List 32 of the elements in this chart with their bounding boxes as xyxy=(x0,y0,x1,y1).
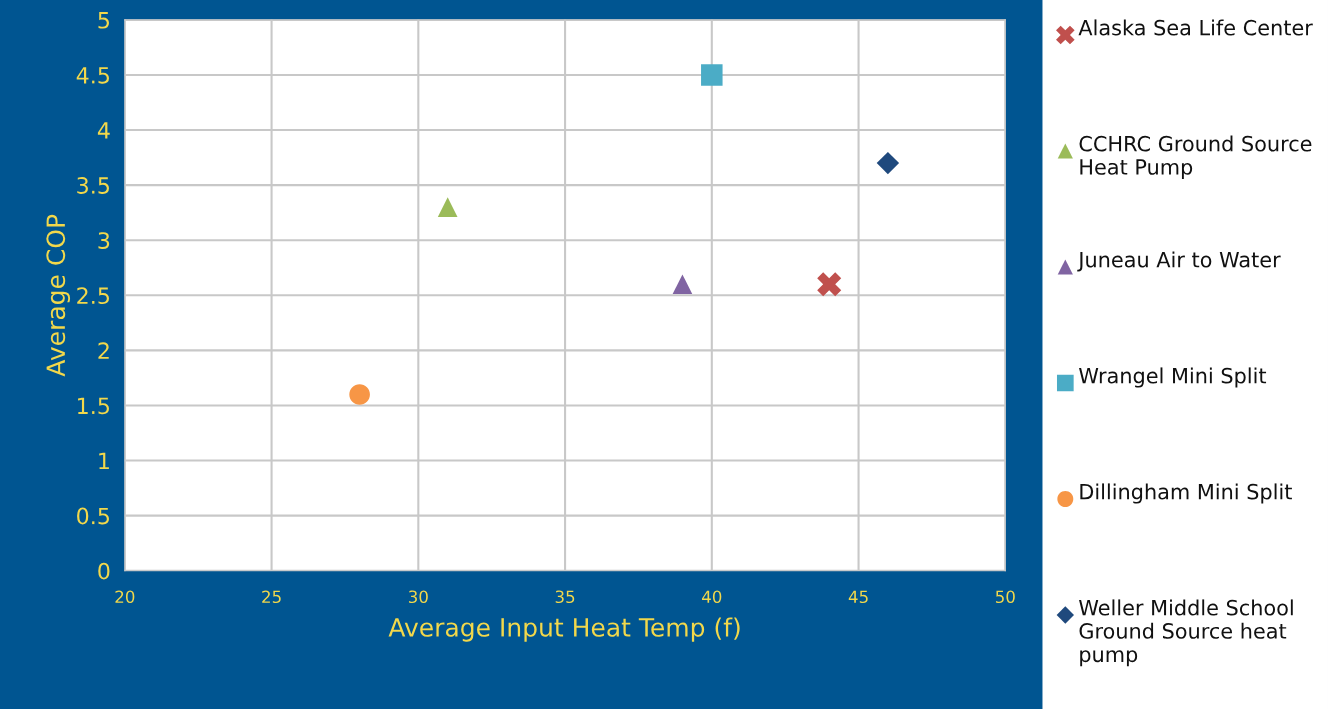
y-tick-label: 0.5 xyxy=(77,507,109,525)
point xyxy=(701,64,723,86)
y-tick-label: 1.5 xyxy=(78,397,109,415)
x-axis-title: Average Input Heat Temp (f) xyxy=(388,617,740,642)
y-tick-label: 2 xyxy=(98,342,109,359)
point xyxy=(672,274,693,295)
x-tick-label: 30 xyxy=(408,590,428,604)
y-tick-label: 5 xyxy=(98,12,109,29)
y-tick-label: 3 xyxy=(98,232,110,249)
y-tick-label: 1 xyxy=(99,452,109,470)
x-tick-label: 40 xyxy=(702,590,722,604)
point xyxy=(876,151,900,175)
y-tick-label: 3.5 xyxy=(77,177,109,194)
y-tick-label: 4 xyxy=(97,122,110,139)
point xyxy=(437,197,458,217)
x-tick-label: 25 xyxy=(262,590,281,604)
point xyxy=(349,384,370,405)
legend-label: Juneau Air to Water xyxy=(1077,251,1281,272)
x-tick-label: 50 xyxy=(995,590,1015,604)
y-tick-label: 4.5 xyxy=(76,67,109,84)
legend-label: CCHRC Ground Source Heat Pump xyxy=(1079,135,1312,179)
x-tick-label: 20 xyxy=(115,590,135,604)
legend-label: Weller Middle School Ground Source heat pump xyxy=(1079,599,1293,667)
x-tick-label: 35 xyxy=(555,590,575,604)
x-tick-label: 45 xyxy=(848,590,868,604)
y-tick-label: 0 xyxy=(98,562,110,580)
legend-label: Dillingham Mini Split xyxy=(1080,483,1292,504)
y-axis-title: Average COP xyxy=(46,214,71,377)
legend-label: Wrangel Mini Split xyxy=(1079,367,1267,388)
legend-label: Alaska Sea Life Center xyxy=(1078,19,1313,36)
y-tick-label: 2.5 xyxy=(77,287,109,305)
point xyxy=(817,272,842,297)
